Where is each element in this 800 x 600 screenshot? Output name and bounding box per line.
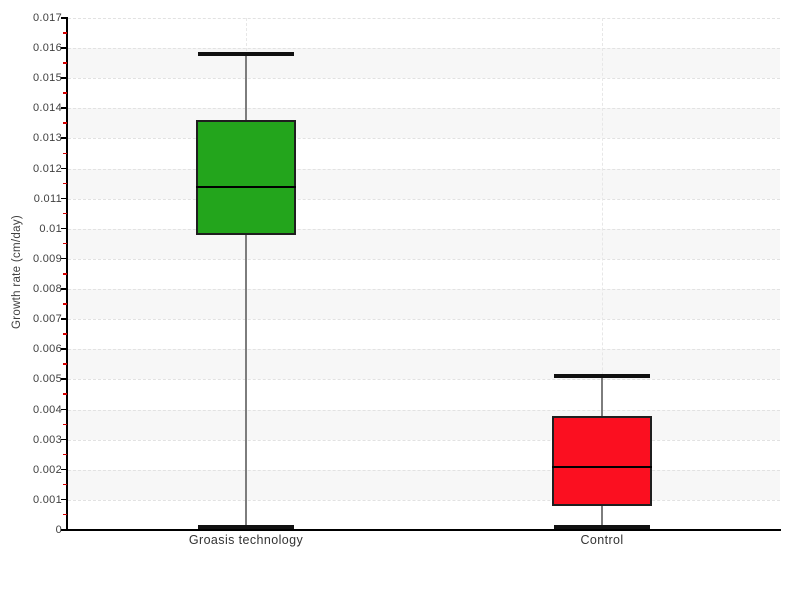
y-tick-label: 0.017: [32, 12, 62, 24]
gridline-y: [68, 18, 780, 19]
y-tick-major: [61, 288, 67, 290]
y-tick-major: [61, 498, 67, 501]
y-tick-label: 0.003: [32, 433, 62, 446]
y-tick-minor: [63, 393, 67, 395]
x-tick-label: Groasis technology: [188, 533, 304, 547]
band: [68, 469, 780, 500]
y-tick-major: [61, 77, 67, 79]
y-tick-label: 0.007: [32, 313, 62, 326]
y-tick-major: [61, 137, 67, 139]
median-line: [196, 185, 296, 188]
y-tick-label: 0.011: [33, 192, 62, 205]
y-tick-minor: [63, 303, 67, 305]
whisker-cap-high: [554, 374, 650, 379]
gridline-y: [68, 48, 780, 50]
gridline-x: [602, 18, 603, 530]
y-tick-major: [61, 408, 67, 411]
gridline-y: [68, 349, 780, 351]
y-tick-label: 0.012: [32, 162, 62, 175]
y-tick-minor: [63, 363, 67, 365]
gridline-y: [68, 319, 780, 321]
y-tick-major: [61, 47, 67, 49]
gridline-y: [68, 499, 780, 501]
band: [68, 228, 780, 259]
band: [68, 349, 780, 380]
gridline-y: [68, 168, 780, 170]
y-tick-major: [61, 197, 67, 200]
y-tick-minor: [63, 453, 67, 456]
y-tick-major: [61, 167, 67, 170]
y-tick-label: 0.009: [32, 252, 62, 265]
band: [68, 289, 780, 320]
y-tick-major: [61, 438, 67, 441]
y-tick-minor: [63, 92, 67, 94]
whisker-cap-low: [554, 524, 650, 529]
median-line: [552, 465, 652, 468]
y-tick-label: 0.004: [32, 403, 62, 416]
y-axis-line: [66, 17, 68, 531]
y-tick-minor: [63, 62, 67, 64]
y-tick-label: 0.001: [32, 493, 62, 506]
y-tick-label: 0.005: [32, 373, 62, 386]
y-tick-label: 0.01: [39, 222, 62, 235]
gridline-y: [68, 258, 780, 260]
band: [68, 48, 780, 79]
y-tick-minor: [63, 32, 67, 34]
y-tick-label: 0.014: [32, 102, 62, 115]
y-tick-minor: [63, 242, 67, 245]
y-tick-minor: [63, 122, 67, 124]
gridline-y: [68, 138, 780, 140]
x-tick-label: Control: [580, 533, 624, 547]
y-tick-minor: [63, 513, 67, 516]
y-tick-label: 0.015: [32, 72, 62, 85]
band: [68, 168, 780, 199]
y-tick-label: 0.008: [32, 283, 62, 296]
y-tick-major: [61, 107, 67, 109]
y-tick-label: 0.006: [32, 343, 62, 356]
y-tick-minor: [63, 212, 67, 215]
y-tick-minor: [63, 423, 67, 426]
y-tick-minor: [63, 483, 67, 486]
gridline-y: [68, 439, 780, 441]
whisker-cap-high: [198, 52, 294, 57]
gridline-y: [68, 78, 780, 80]
y-tick-major: [61, 318, 67, 320]
y-tick-minor: [63, 182, 67, 185]
y-tick-major: [61, 529, 67, 531]
gridline-y: [68, 228, 780, 230]
band: [68, 409, 780, 440]
y-tick-major: [61, 468, 67, 471]
y-tick-minor: [63, 273, 67, 275]
band: [68, 108, 780, 139]
box: [196, 120, 296, 235]
y-tick-label: 0: [55, 524, 62, 536]
gridline-y: [68, 469, 780, 471]
y-tick-major: [61, 227, 67, 230]
gridline-y: [68, 379, 780, 381]
y-tick-minor: [63, 333, 67, 335]
y-tick-major: [61, 378, 67, 380]
y-tick-label: 0.002: [32, 463, 62, 476]
gridline-y: [68, 198, 780, 200]
y-tick-major: [61, 17, 67, 19]
y-tick-label: 0.016: [32, 42, 62, 55]
gridline-y: [68, 289, 780, 291]
gridline-y: [68, 409, 780, 411]
y-tick-major: [61, 348, 67, 350]
plot-area: [68, 18, 780, 530]
gridline-y: [68, 108, 780, 110]
y-tick-label: 0.013: [32, 132, 62, 145]
x-axis-line: [66, 529, 781, 531]
box: [552, 415, 652, 506]
whisker-line: [245, 54, 247, 527]
whisker-cap-low: [198, 524, 294, 529]
y-tick-minor: [63, 152, 67, 155]
y-tick-major: [61, 257, 67, 260]
